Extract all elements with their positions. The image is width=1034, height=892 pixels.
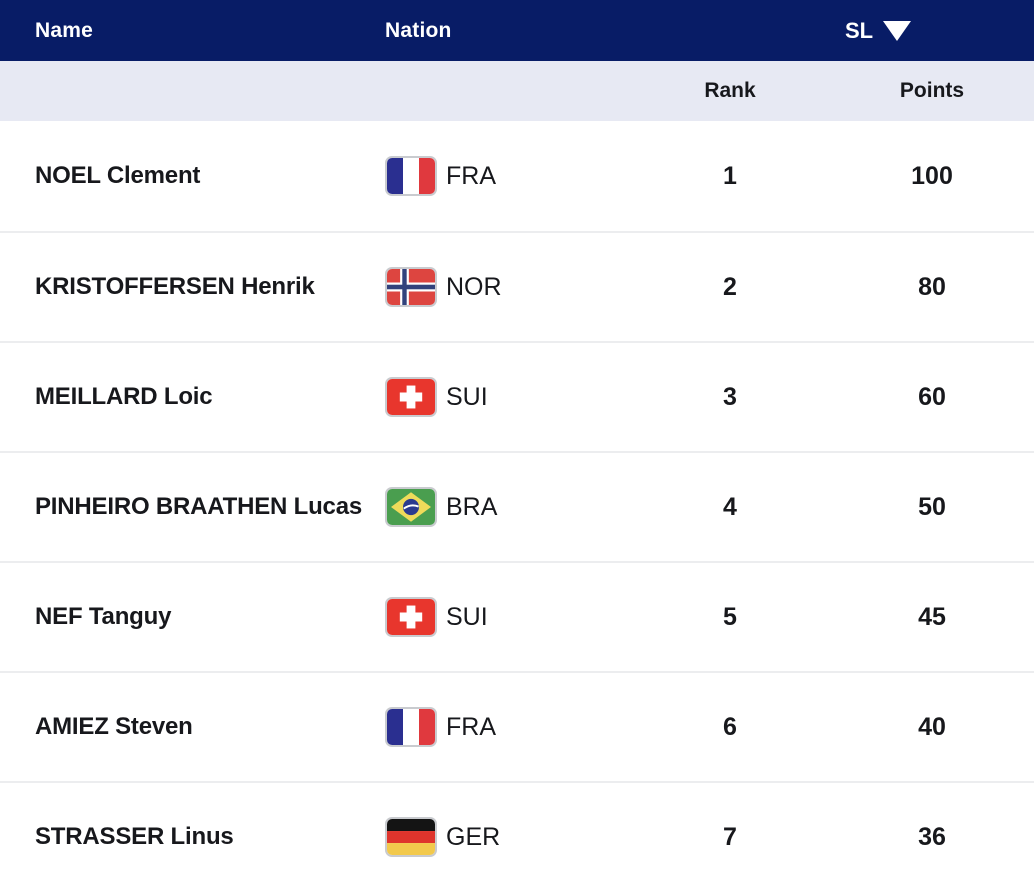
flag-fra-icon [385, 707, 437, 747]
rank-value: 6 [723, 712, 737, 741]
flag-fra-icon [385, 156, 437, 196]
nation-cell: SUI [385, 377, 650, 417]
nation-code: SUI [446, 382, 488, 411]
points-value: 60 [918, 382, 946, 411]
flag-bra-icon [385, 487, 437, 527]
nation-cell: GER [385, 817, 650, 857]
nation-code: SUI [446, 602, 488, 631]
athlete-row[interactable]: PINHEIRO BRAATHEN Lucas BRA 4 50 [0, 451, 1034, 561]
nation-cell: FRA [385, 156, 650, 196]
athlete-name: MEILLARD Loic [35, 383, 213, 411]
athlete-name: AMIEZ Steven [35, 713, 193, 741]
nation-code: NOR [446, 272, 502, 301]
rank-value: 4 [723, 492, 737, 521]
table-header: Name Nation SL [0, 0, 1034, 61]
nation-cell: NOR [385, 267, 650, 307]
standings-table-body: NOEL Clement FRA 1 100 KRISTOFFERSEN Hen… [0, 121, 1034, 891]
flag-ger-icon [385, 817, 437, 857]
athlete-name: NEF Tanguy [35, 603, 172, 631]
nation-code: GER [446, 822, 501, 851]
column-header-points: Points [899, 79, 965, 102]
points-value: 36 [918, 822, 946, 851]
athlete-name: PINHEIRO BRAATHEN Lucas [35, 493, 362, 521]
rank-value: 3 [723, 382, 737, 411]
athlete-row[interactable]: KRISTOFFERSEN Henrik NOR 2 80 [0, 231, 1034, 341]
points-value: 40 [918, 712, 946, 741]
points-value: 80 [918, 272, 946, 301]
points-value: 50 [918, 492, 946, 521]
flag-sui-icon [385, 377, 437, 417]
column-header-name: Name [35, 18, 93, 42]
flag-nor-icon [385, 267, 437, 307]
athlete-name: KRISTOFFERSEN Henrik [35, 273, 315, 301]
rank-value: 2 [723, 272, 737, 301]
caret-down-icon [883, 20, 912, 41]
athlete-row[interactable]: MEILLARD Loic SUI 3 60 [0, 341, 1034, 451]
rank-value: 5 [723, 602, 737, 631]
athlete-row[interactable]: NOEL Clement FRA 1 100 [0, 121, 1034, 231]
nation-cell: BRA [385, 487, 650, 527]
rank-value: 7 [723, 822, 737, 851]
table-subheader: Rank Points [0, 61, 1034, 121]
athlete-row[interactable]: AMIEZ Steven FRA 6 40 [0, 671, 1034, 781]
discipline-dropdown[interactable]: SL [845, 17, 912, 44]
athlete-row[interactable]: NEF Tanguy SUI 5 45 [0, 561, 1034, 671]
discipline-label: SL [845, 17, 874, 43]
flag-sui-icon [385, 597, 437, 637]
nation-code: FRA [446, 712, 496, 741]
nation-code: BRA [446, 492, 498, 521]
nation-code: FRA [446, 161, 496, 190]
athlete-name: STRASSER Linus [35, 823, 234, 851]
points-value: 100 [911, 161, 953, 190]
rank-value: 1 [723, 161, 737, 190]
athlete-name: NOEL Clement [35, 162, 201, 190]
nation-cell: FRA [385, 707, 650, 747]
column-header-nation: Nation [385, 18, 452, 42]
column-header-rank: Rank [704, 79, 756, 102]
nation-cell: SUI [385, 597, 650, 637]
athlete-row[interactable]: STRASSER Linus GER 7 36 [0, 781, 1034, 891]
points-value: 45 [918, 602, 946, 631]
